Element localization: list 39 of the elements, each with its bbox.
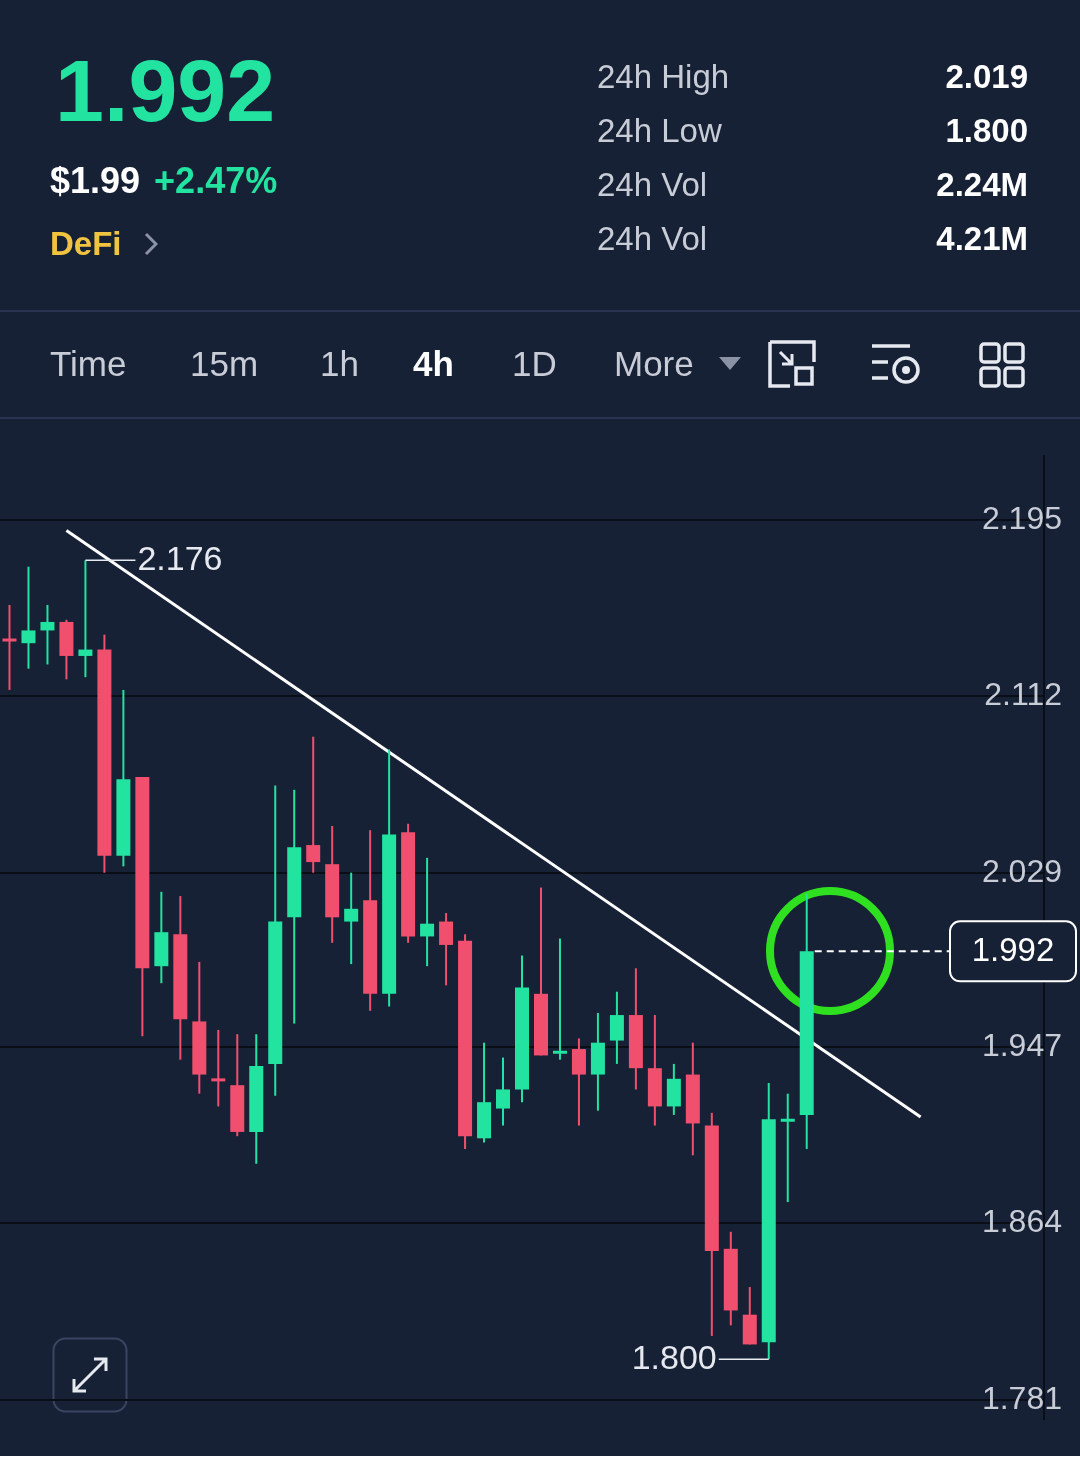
- text: 2.24M: [936, 166, 1028, 204]
- text: 4.21M: [936, 220, 1028, 258]
- text: 15m: [190, 344, 259, 384]
- y-tick-label: 1.781: [981, 1379, 1062, 1416]
- text: $1.99: [50, 160, 141, 201]
- text: 1D: [512, 344, 557, 384]
- candlestick: [344, 871, 359, 966]
- ref-line-label: 1.992: [971, 931, 1055, 969]
- candlestick: [306, 735, 321, 874]
- text: 1h: [320, 344, 359, 384]
- text: 24h High: [597, 58, 730, 96]
- candlestick: [21, 565, 36, 670]
- y-tick-label: 2.195: [981, 499, 1062, 536]
- candlestick: [2, 603, 17, 691]
- candlestick: [211, 1028, 226, 1108]
- y-tick-label: 2.029: [981, 852, 1062, 889]
- chart-title: 1.992: [55, 40, 276, 142]
- y-tick-label: 1.947: [981, 1026, 1062, 1063]
- candlestick: [420, 856, 435, 968]
- text: 24h Vol: [597, 166, 708, 204]
- text: 1.800: [945, 112, 1028, 150]
- text: More: [614, 344, 694, 384]
- text: DeFi: [50, 225, 122, 263]
- candlestick: [439, 912, 454, 987]
- candlestick: [78, 559, 93, 679]
- annotation: 2.176: [137, 538, 223, 577]
- text: 2.019: [945, 58, 1028, 96]
- text: 24h Low: [597, 112, 722, 150]
- candlestick: [780, 1092, 795, 1204]
- annotation: 1.800: [631, 1337, 717, 1376]
- text: 4h: [413, 344, 454, 384]
- y-tick-label: 2.112: [984, 676, 1062, 713]
- text: 24h Vol: [597, 220, 708, 258]
- text: Time: [50, 344, 127, 384]
- candlestick: [496, 1056, 511, 1127]
- candlestick: [40, 603, 55, 666]
- candlestick: [552, 937, 567, 1061]
- text: +2.47%: [154, 160, 278, 201]
- y-tick-label: 1.864: [981, 1203, 1062, 1240]
